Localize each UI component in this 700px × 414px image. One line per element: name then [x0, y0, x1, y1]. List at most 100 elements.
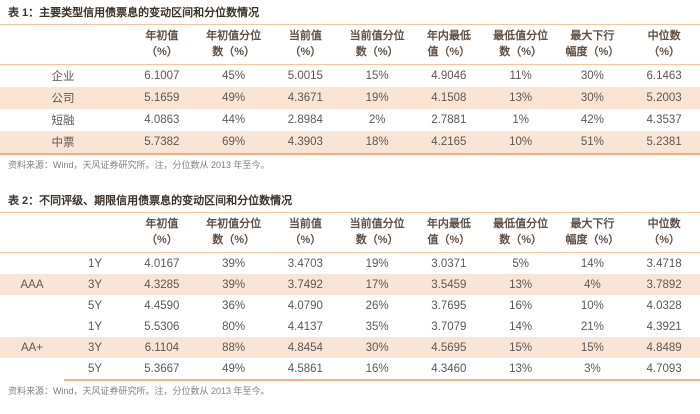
value-cell: 44% [222, 114, 246, 126]
rating-label [0, 358, 64, 380]
column-header: 当前值 （%） [269, 24, 342, 65]
value-cell: 51% [556, 131, 629, 154]
column-header: 年初值分位 数（%） [197, 24, 270, 65]
value-cell: 13% [484, 358, 557, 381]
tenor-label: 1Y [87, 257, 103, 270]
table1: 年初值 （%） 年初值分位 数（%） 当前值 （%） 当前值分位 数（%） 年内最低 值（%） 最低… [0, 24, 700, 155]
header-row: 年初值 （%） 年初值分位 数（%） 当前值 （%） 当前值分位 数（%） 年内最低 值（%） 最低… [0, 24, 700, 65]
value-cell: 6.1007 [144, 70, 180, 82]
table1-section: 表 1：主要类型信用债票息的变动区间和分位数情况 年初值 （%） 年初值分位 数（%）… [0, 4, 700, 171]
table2-title: 表 2：不同评级、期限信用债票息的变动区间和分位数情况 [8, 195, 293, 207]
value-cell: 5.0015 [287, 70, 323, 82]
value-cell: 15% [365, 70, 389, 82]
value-cell: 13% [484, 274, 557, 295]
row-label: 企业 [51, 71, 75, 83]
column-header: 当前值 （%） [269, 212, 342, 253]
value-cell: 30% [556, 87, 629, 109]
table-row: 5Y 4.4590 36% 4.0790 26% 3.7695 16% 10% 4.0328 [0, 295, 700, 316]
column-header: 最大下行 幅度（%） [556, 24, 629, 65]
column-header: 年初值分位 数（%） [197, 212, 270, 253]
table-row: 短融 4.0863 44% 2.8984 2% 2.7881 1% 42% 4.3537 [0, 109, 700, 131]
tenor-label: 1Y [87, 320, 103, 333]
column-header: 年初值 （%） [126, 24, 198, 65]
value-cell: 19% [365, 257, 389, 270]
value-cell: 88% [197, 337, 270, 358]
value-cell: 16% [509, 299, 533, 312]
tenor-label: 5Y [87, 299, 103, 312]
table-row: 1Y 5.5306 80% 4.4137 35% 3.7079 14% 21% 4.3921 [0, 316, 700, 337]
column-header: 年初值 （%） [126, 212, 198, 253]
value-cell: 4.0328 [646, 299, 682, 312]
corner-cell [0, 212, 126, 253]
value-cell: 3.5459 [413, 274, 485, 295]
column-header: 最低值分位 数（%） [484, 212, 557, 253]
corner-cell [0, 24, 126, 65]
rating-label [0, 295, 64, 316]
column-header: 当前值分位 数（%） [341, 212, 413, 253]
value-cell: 4.0790 [287, 299, 323, 312]
value-cell: 39% [222, 257, 246, 270]
value-cell: 3.7892 [628, 274, 700, 295]
value-cell: 69% [197, 131, 270, 154]
value-cell: 2% [368, 114, 386, 126]
value-cell: 2.7881 [431, 114, 467, 126]
value-cell: 5.5306 [144, 320, 180, 333]
value-cell: 4.2165 [413, 131, 485, 154]
value-cell: 4.8489 [628, 337, 700, 358]
value-cell: 26% [365, 299, 389, 312]
table-row: 5Y 5.3667 49% 4.5861 16% 4.3460 13% 3% 4.7093 [0, 358, 700, 381]
value-cell: 3.7079 [431, 320, 467, 333]
value-cell: 45% [222, 70, 246, 82]
tenor-label: 5Y [64, 358, 126, 381]
value-cell: 49% [197, 87, 270, 109]
value-cell: 6.1463 [646, 70, 682, 82]
table2-header: 年初值 （%） 年初值分位 数（%） 当前值 （%） 当前值分位 数（%） 年内最低 值（%） 最低… [0, 212, 700, 253]
value-cell: 5.1659 [126, 87, 198, 109]
value-cell: 1% [512, 114, 529, 126]
value-cell: 3.0371 [431, 257, 467, 270]
rating-label: AA+ [0, 337, 64, 358]
table1-title: 表 1：主要类型信用债票息的变动区间和分位数情况 [8, 7, 260, 19]
value-cell: 13% [484, 87, 557, 109]
value-cell: 3% [556, 358, 629, 381]
value-cell: 6.1104 [126, 337, 198, 358]
row-label: 公司 [0, 87, 126, 109]
table1-source-note: 资料来源：Wind，天风证券研究所。注，分位数从 2013 年至今。 [8, 160, 270, 170]
value-cell: 3.7695 [431, 299, 467, 312]
table-row: 1Y 4.0167 39% 3.4703 19% 3.0371 5% 14% 3.4718 [0, 253, 700, 275]
table-row: 公司 5.1659 49% 4.3671 19% 4.1508 13% 30% 5.2003 [0, 87, 700, 109]
value-cell: 3.4703 [287, 257, 323, 270]
table1-header: 年初值 （%） 年初值分位 数（%） 当前值 （%） 当前值分位 数（%） 年内最低 值（%） 最低… [0, 24, 700, 65]
table2-source-note: 资料来源：Wind，天风证券研究所。注，分位数从 2013 年至今。 [8, 386, 270, 396]
value-cell: 4.5695 [413, 337, 485, 358]
value-cell: 21% [580, 320, 604, 333]
value-cell: 16% [341, 358, 413, 381]
value-cell: 4.0167 [144, 257, 180, 270]
row-label: 中票 [0, 131, 126, 154]
value-cell: 4.3537 [646, 114, 682, 126]
value-cell: 4.7093 [628, 358, 700, 381]
value-cell: 49% [197, 358, 270, 381]
tenor-label: 3Y [64, 274, 126, 295]
value-cell: 19% [341, 87, 413, 109]
table-row: 企业 6.1007 45% 5.0015 15% 4.9046 11% 30% 6.1463 [0, 65, 700, 88]
value-cell: 30% [580, 70, 604, 82]
value-cell: 4.0863 [144, 114, 180, 126]
column-header: 年内最低 值（%） [413, 24, 485, 65]
table-row: AAA 3Y 4.3285 39% 3.7492 17% 3.5459 13% 4% 3.7892 [0, 274, 700, 295]
column-header: 年内最低 值（%） [413, 212, 485, 253]
value-cell: 80% [222, 320, 246, 333]
column-header: 最低值分位 数（%） [484, 24, 557, 65]
value-cell: 4.3903 [269, 131, 342, 154]
value-cell: 10% [484, 131, 557, 154]
value-cell: 10% [580, 299, 604, 312]
value-cell: 5.7382 [126, 131, 198, 154]
value-cell: 14% [580, 257, 604, 270]
table-row: AA+ 3Y 6.1104 88% 4.8454 30% 4.5695 15% 15% 4.848… [0, 337, 700, 358]
value-cell: 5.3667 [126, 358, 198, 381]
value-cell: 4.4137 [287, 320, 323, 333]
table2: 年初值 （%） 年初值分位 数（%） 当前值 （%） 当前值分位 数（%） 年内最低 值（%） 最低… [0, 212, 700, 381]
value-cell: 3.4718 [646, 257, 682, 270]
value-cell: 4.3921 [646, 320, 682, 333]
